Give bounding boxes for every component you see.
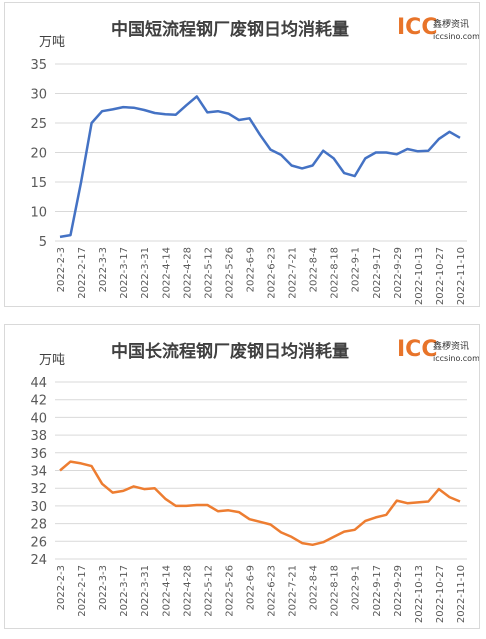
x-tick-label: 2022-7-21 [288, 565, 299, 617]
logo-cn: 鑫椤资讯 [433, 340, 469, 352]
chart-title: 中国长流程钢厂废钢日均消耗量 [111, 341, 349, 362]
x-tick-label: 2022-10-13 [414, 565, 425, 623]
x-tick-label: 2022-6-23 [267, 247, 278, 299]
x-tick-label: 2022-3-3 [98, 247, 109, 292]
x-tick-label: 2022-2-3 [56, 247, 67, 292]
logo-url: iccsino.com [433, 32, 479, 41]
y-tick-label: 42 [30, 394, 47, 409]
x-tick-label: 2022-3-3 [98, 565, 109, 610]
y-tick-label: 15 [30, 176, 47, 191]
x-tick-label: 2022-10-13 [414, 247, 425, 305]
y-tick-label: 40 [30, 411, 47, 426]
y-tick-label: 36 [30, 447, 47, 462]
x-tick-label: 2022-3-17 [119, 247, 130, 299]
y-tick-label: 30 [30, 500, 47, 515]
x-tick-label: 2022-4-28 [182, 247, 193, 299]
y-tick-label: 20 [30, 147, 47, 162]
x-tick-label: 2022-5-26 [224, 565, 235, 617]
y-tick-label: 25 [30, 117, 47, 132]
x-tick-label: 2022-11-10 [456, 565, 467, 623]
x-tick-label: 2022-5-12 [203, 247, 214, 299]
y-tick-label: 44 [30, 376, 47, 391]
series-line [59, 460, 461, 547]
logo-cn: 鑫椤资讯 [433, 18, 469, 30]
x-tick-label: 2022-8-18 [330, 565, 341, 617]
y-tick-label: 35 [30, 58, 47, 73]
logo: ICC [397, 337, 437, 362]
chart-panel: 中国长流程钢厂废钢日均消耗量万吨 ICC 鑫椤资讯 iccsino.com 24 26 28… [4, 324, 480, 629]
y-tick-label: 38 [30, 429, 47, 444]
y-tick-label: 34 [30, 465, 47, 480]
x-tick-label: 2022-6-9 [245, 565, 256, 610]
logo-url: iccsino.com [433, 354, 479, 363]
chart-panel: 中国短流程钢厂废钢日均消耗量万吨 ICC 鑫椤资讯 iccsino.com 5 10 15 2… [4, 2, 480, 307]
x-tick-label: 2022-2-3 [56, 565, 67, 610]
x-tick-label: 2022-9-17 [372, 247, 383, 299]
x-tick-label: 2022-3-31 [140, 565, 151, 617]
x-tick-label: 2022-3-17 [119, 565, 130, 617]
logo: ICC [397, 15, 437, 40]
x-tick-label: 2022-2-17 [77, 565, 88, 617]
x-tick-label: 2022-8-4 [309, 247, 320, 292]
y-tick-label: 30 [30, 88, 47, 103]
x-tick-label: 2022-5-12 [203, 565, 214, 617]
x-tick-label: 2022-2-17 [77, 247, 88, 299]
x-tick-label: 2022-6-23 [267, 565, 278, 617]
y-tick-label: 24 [30, 553, 47, 568]
x-tick-label: 2022-9-17 [372, 565, 383, 617]
x-tick-label: 2022-11-10 [456, 247, 467, 305]
y-axis-label: 万吨 [39, 353, 65, 368]
series-line [59, 95, 461, 239]
x-tick-label: 2022-4-14 [161, 565, 172, 617]
x-tick-label: 2022-4-28 [182, 565, 193, 617]
x-tick-label: 2022-4-14 [161, 247, 172, 299]
x-tick-label: 2022-8-4 [309, 565, 320, 610]
x-tick-label: 2022-9-1 [351, 247, 362, 292]
x-tick-label: 2022-5-26 [224, 247, 235, 299]
y-tick-label: 26 [30, 535, 47, 550]
y-tick-label: 5 [39, 235, 47, 250]
x-tick-label: 2022-9-29 [393, 565, 404, 617]
x-tick-label: 2022-8-18 [330, 247, 341, 299]
x-tick-label: 2022-9-1 [351, 565, 362, 610]
x-tick-label: 2022-7-21 [288, 247, 299, 299]
x-tick-label: 2022-10-27 [435, 565, 446, 623]
chart-title: 中国短流程钢厂废钢日均消耗量 [111, 19, 349, 40]
y-tick-label: 10 [30, 206, 47, 221]
y-axis-label: 万吨 [39, 35, 65, 50]
y-tick-label: 32 [30, 482, 47, 497]
x-tick-label: 2022-10-27 [435, 247, 446, 305]
x-tick-label: 2022-9-29 [393, 247, 404, 299]
x-tick-label: 2022-3-31 [140, 247, 151, 299]
y-tick-label: 28 [30, 518, 47, 533]
x-tick-label: 2022-6-9 [245, 247, 256, 292]
